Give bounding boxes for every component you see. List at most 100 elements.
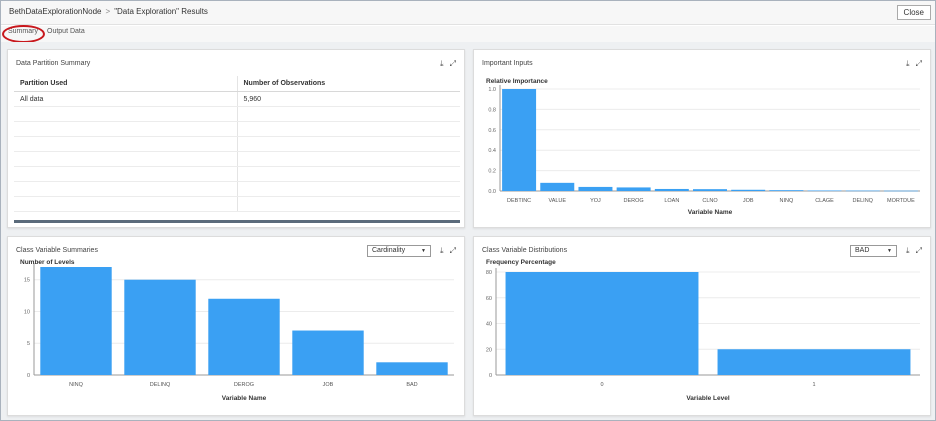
bar-delinq [845, 190, 880, 192]
bar-bad [376, 362, 448, 375]
page-title: "Data Exploration" Results [114, 7, 208, 16]
x-axis-title: Variable Name [222, 395, 267, 402]
bar-value [540, 182, 575, 191]
bar-0 [505, 272, 699, 375]
x-tick-label: DEROG [624, 198, 644, 204]
y-axis-title: Number of Levels [20, 259, 75, 266]
empty-row [14, 136, 460, 152]
bar-ninq [40, 267, 112, 375]
y-tick-label: 20 [486, 347, 492, 353]
breadcrumb: BethDataExplorationNode > "Data Exploratio… [9, 7, 208, 16]
y-tick-label: 0.8 [488, 107, 496, 113]
relative-importance-chart: 0.0 0.2 0.4 0.6 0.8 1.0 DEBTINC VALUE YOJ DEROG LO… [486, 78, 920, 216]
download-icon[interactable]: ⤓ [440, 246, 444, 255]
x-tick-label: MORTDUE [887, 198, 915, 204]
empty-row [14, 121, 460, 137]
x-tick-label: DELINQ [852, 198, 873, 204]
download-icon[interactable]: ⤓ [440, 59, 444, 68]
frequency-percentage-chart: 0 20 40 60 80 0 1 Variable Level Frequency Perce… [486, 259, 920, 402]
panel-title: Important Inputs [482, 60, 533, 67]
caret-down-icon: ▼ [887, 248, 892, 254]
y-tick-label: 5 [27, 341, 30, 347]
bar-job [292, 330, 364, 375]
y-tick-label: 15 [24, 278, 30, 284]
x-axis-title: Variable Level [686, 395, 730, 402]
y-tick-label: 0.0 [488, 189, 496, 195]
panel-important-inputs: Important Inputs ⤓ ⤢ 0.0 0.2 0.4 0.6 0.8 1.0 DE… [473, 49, 931, 228]
close-button[interactable]: Close [896, 5, 931, 20]
panel-actions: ⤓ ⤢ [434, 246, 456, 256]
x-tick-label: DEBTINC [507, 198, 531, 204]
tab-bar: Summary Output Data [1, 26, 935, 42]
download-icon[interactable]: ⤓ [906, 246, 910, 255]
breadcrumb-node[interactable]: BethDataExplorationNode [9, 7, 102, 16]
bar-derog [208, 298, 280, 375]
y-tick-label: 40 [486, 322, 492, 328]
expand-icon[interactable]: ⤢ [449, 59, 456, 68]
download-icon[interactable]: ⤓ [906, 59, 910, 68]
table-cell: All data [14, 91, 238, 107]
bar-debtinc [502, 89, 537, 191]
column-header-number-of-observations[interactable]: Number of Observations [237, 76, 460, 92]
y-tick-label: 10 [24, 309, 30, 315]
bar-delinq [124, 279, 196, 375]
panel-actions: ⤓ ⤢ [434, 59, 456, 69]
expand-icon[interactable]: ⤢ [449, 246, 456, 255]
x-tick-label: JOB [323, 382, 334, 388]
y-tick-label: 0.4 [488, 148, 496, 154]
panel-title: Data Partition Summary [16, 60, 91, 67]
panel-class-variable-summaries: Class Variable Summaries Cardinality ▼ ⤓ ⤢… [7, 236, 465, 416]
variable-dropdown[interactable]: BAD ▼ [850, 245, 897, 257]
empty-row [14, 181, 460, 197]
panel-title: Class Variable Distributions [482, 247, 568, 254]
x-tick-label: DELINQ [150, 382, 171, 388]
breadcrumb-separator: > [105, 7, 111, 16]
results-header: BethDataExplorationNode > "Data Exploratio… [1, 1, 935, 25]
empty-row [14, 196, 460, 212]
bar-1 [717, 349, 911, 375]
table-row[interactable]: All data 5,960 [14, 91, 460, 107]
horizontal-scrollbar[interactable] [14, 220, 460, 223]
x-tick-label: 0 [600, 382, 603, 388]
x-tick-label: CLNO [702, 198, 718, 204]
caret-down-icon: ▼ [421, 248, 426, 254]
tab-output-data[interactable]: Output Data [47, 28, 85, 35]
annotation-circle [2, 25, 45, 43]
y-tick-label: 0 [489, 373, 492, 379]
expand-icon[interactable]: ⤢ [915, 246, 922, 255]
dropdown-value: BAD [855, 247, 870, 254]
bar-clage [807, 190, 842, 192]
cardinality-dropdown[interactable]: Cardinality ▼ [367, 245, 431, 257]
x-tick-label: NINQ [69, 382, 83, 388]
empty-row [14, 106, 460, 122]
bar-clno [693, 189, 727, 191]
y-tick-label: 60 [486, 296, 492, 302]
x-tick-label: JOB [743, 198, 754, 204]
y-tick-label: 0 [27, 373, 30, 379]
dropdown-value: Cardinality [372, 247, 406, 254]
table-cell: 5,960 [237, 91, 460, 107]
empty-row [14, 151, 460, 167]
empty-row [14, 166, 460, 182]
x-tick-label: YOJ [590, 198, 601, 204]
bar-ninq [769, 190, 804, 191]
panel-class-variable-distributions: Class Variable Distributions BAD ▼ ⤓ ⤢ 0 20… [473, 236, 931, 416]
x-tick-label: 1 [812, 382, 815, 388]
bar-loan [654, 188, 689, 191]
number-of-levels-chart: 0 5 10 15 NINQ DELINQ DEROG JOB BAD Variable Name… [20, 259, 454, 402]
panel-title: Class Variable Summaries [16, 247, 98, 254]
y-axis-title: Frequency Percentage [486, 259, 556, 266]
bar-mortdue [883, 190, 918, 192]
x-tick-label: LOAN [664, 198, 679, 204]
y-tick-label: 80 [486, 270, 492, 276]
x-tick-label: DEROG [234, 382, 254, 388]
partition-table: Partition Used Number of Observations Al… [14, 76, 460, 212]
y-tick-label: 0.2 [488, 169, 496, 175]
panel-data-partition-summary: Data Partition Summary ⤓ ⤢ Partition Used… [7, 49, 465, 228]
x-tick-label: CLAGE [815, 198, 834, 204]
expand-icon[interactable]: ⤢ [915, 59, 922, 68]
bar-job [731, 189, 766, 191]
panel-actions: ⤓ ⤢ [900, 59, 922, 69]
column-header-partition-used[interactable]: Partition Used [14, 76, 238, 92]
